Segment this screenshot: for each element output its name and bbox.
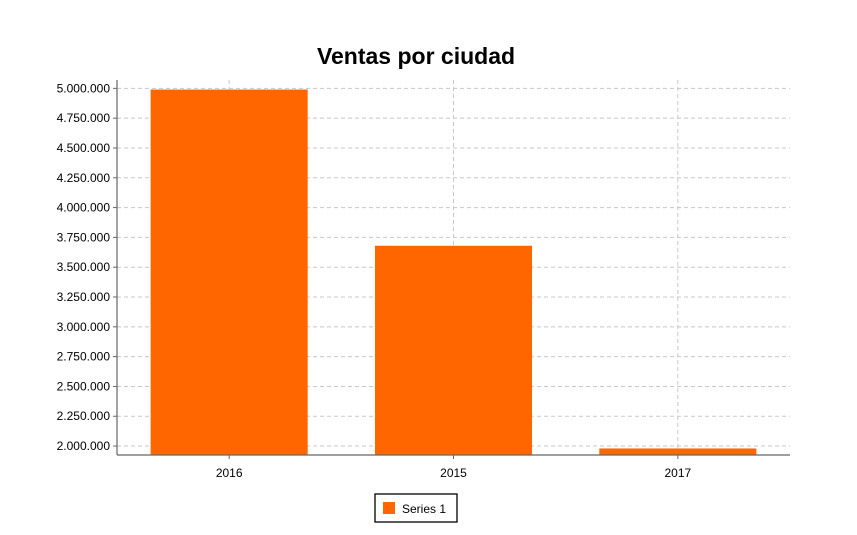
chart-title: Ventas por ciudad bbox=[317, 43, 515, 69]
y-tick-label: 3.000.000 bbox=[57, 320, 111, 334]
bar bbox=[374, 245, 533, 455]
x-ticks: 2016 2015 2017 bbox=[216, 455, 692, 480]
y-tick-label: 4.500.000 bbox=[57, 141, 111, 155]
y-tick-label: 2.000.000 bbox=[57, 439, 111, 453]
y-tick-label: 2.750.000 bbox=[57, 350, 111, 364]
bars bbox=[150, 89, 757, 456]
y-ticks: 2.000.000 2.250.000 2.500.000 2.750.000 3.00… bbox=[57, 81, 117, 453]
bar bbox=[150, 89, 308, 456]
y-tick-label: 3.500.000 bbox=[57, 260, 111, 274]
bar bbox=[599, 448, 757, 455]
y-tick-label: 3.250.000 bbox=[57, 290, 111, 304]
x-tick-label: 2017 bbox=[664, 466, 691, 480]
x-tick-label: 2016 bbox=[216, 466, 243, 480]
y-tick-label: 4.250.000 bbox=[57, 171, 111, 185]
y-tick-label: 4.000.000 bbox=[57, 201, 111, 215]
legend-swatch bbox=[383, 502, 395, 514]
y-tick-label: 4.750.000 bbox=[57, 111, 111, 125]
legend: Series 1 bbox=[374, 493, 458, 523]
y-tick-label: 2.500.000 bbox=[57, 379, 111, 393]
legend-label: Series 1 bbox=[402, 502, 446, 516]
y-tick-label: 3.750.000 bbox=[57, 230, 111, 244]
y-tick-label: 2.250.000 bbox=[57, 409, 111, 423]
x-tick-label: 2015 bbox=[440, 466, 467, 480]
y-tick-label: 5.000.000 bbox=[57, 81, 111, 95]
